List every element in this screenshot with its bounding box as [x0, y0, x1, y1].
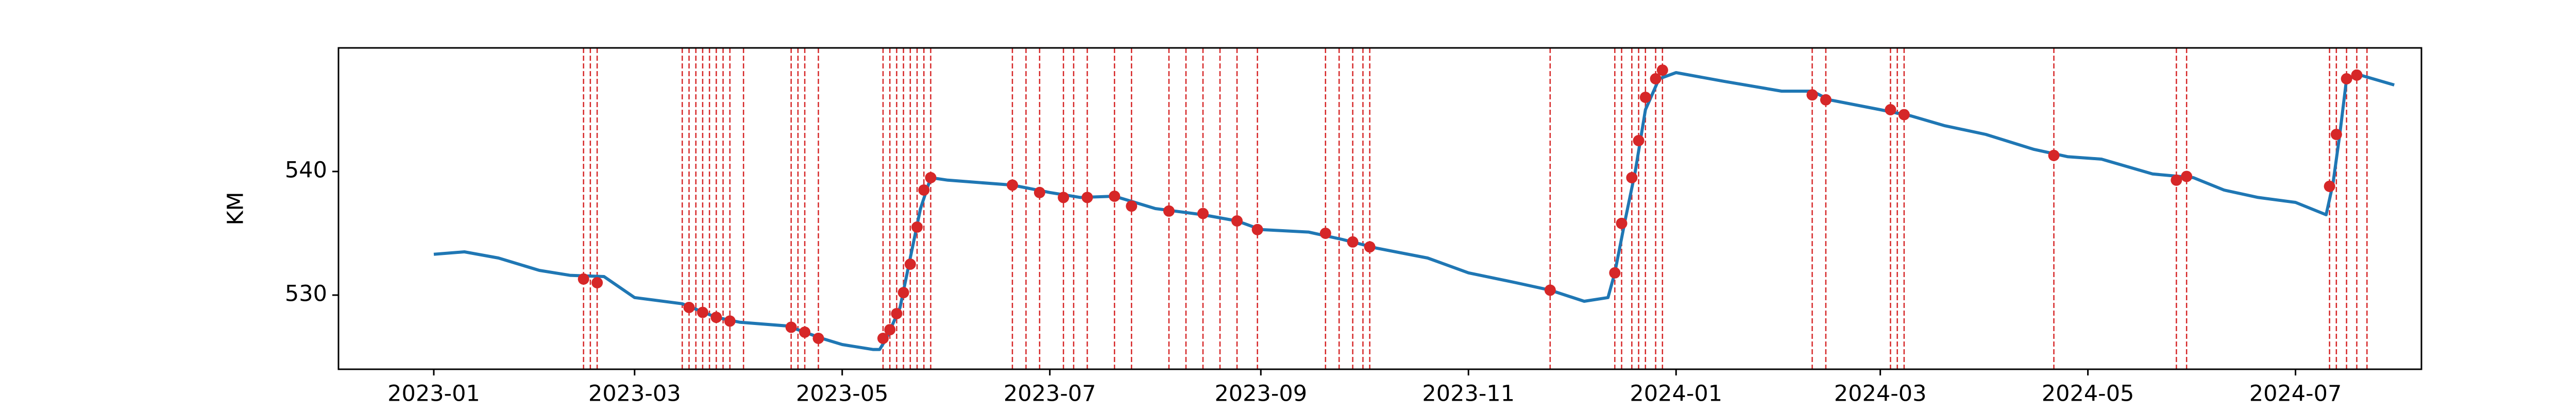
- event-point: [1109, 191, 1121, 202]
- x-tick-label: 2024-03: [1834, 381, 1927, 407]
- event-point: [578, 273, 589, 285]
- event-point: [1081, 192, 1093, 203]
- event-point: [1639, 92, 1651, 103]
- x-tick-label: 2024-05: [2042, 381, 2134, 407]
- event-point: [1650, 73, 1662, 84]
- event-point: [1319, 228, 1331, 239]
- event-point: [2341, 73, 2352, 84]
- y-tick-label: 540: [285, 158, 327, 183]
- event-point: [710, 312, 722, 323]
- event-point: [799, 327, 811, 338]
- event-point: [1626, 172, 1638, 183]
- event-point: [1197, 208, 1209, 219]
- event-point: [1898, 109, 1910, 121]
- x-tick-label: 2023-03: [588, 381, 681, 407]
- event-point: [1633, 135, 1645, 146]
- event-point: [2330, 129, 2342, 140]
- event-point: [1058, 192, 1070, 203]
- x-tick-label: 2023-11: [1422, 381, 1515, 407]
- data-line: [433, 71, 2395, 351]
- event-point: [877, 333, 889, 344]
- y-tick-label: 530: [285, 281, 327, 307]
- event-point: [1544, 284, 1556, 296]
- event-point: [1007, 179, 1019, 191]
- x-tick-label: 2023-05: [796, 381, 889, 407]
- event-point: [1609, 267, 1621, 279]
- event-point: [904, 259, 916, 270]
- event-point: [1251, 224, 1263, 235]
- event-point: [812, 333, 824, 344]
- event-point: [884, 324, 896, 336]
- event-point: [2048, 149, 2060, 161]
- event-point: [1347, 236, 1359, 248]
- x-tick-label: 2024-07: [2249, 381, 2342, 407]
- event-point: [1885, 104, 1896, 115]
- event-point: [1806, 89, 1818, 101]
- event-point: [1656, 64, 1668, 76]
- event-point: [591, 277, 603, 288]
- event-point: [911, 221, 923, 233]
- event-point: [1364, 241, 1376, 253]
- event-point: [2324, 180, 2335, 192]
- event-point: [1126, 200, 1138, 212]
- event-point: [1616, 217, 1628, 229]
- event-point: [2351, 69, 2363, 81]
- event-point: [891, 308, 903, 319]
- x-tick-label: 2023-09: [1214, 381, 1307, 407]
- x-tick-label: 2023-01: [387, 381, 480, 407]
- y-axis-label: KM: [223, 192, 249, 225]
- event-point: [2171, 174, 2182, 186]
- event-point: [1820, 94, 1832, 106]
- event-point: [785, 321, 797, 333]
- event-point: [1163, 205, 1175, 217]
- event-point: [2181, 170, 2193, 182]
- event-point: [897, 287, 909, 299]
- event-point: [724, 315, 736, 327]
- event-point: [1231, 215, 1243, 227]
- x-tick-label: 2023-07: [1004, 381, 1096, 407]
- event-point: [683, 302, 695, 313]
- event-point: [1033, 186, 1045, 198]
- event-point: [918, 184, 930, 196]
- event-point: [925, 172, 937, 183]
- event-point: [697, 306, 708, 318]
- x-tick-label: 2024-01: [1630, 381, 1722, 407]
- plot-frame: [337, 47, 2422, 370]
